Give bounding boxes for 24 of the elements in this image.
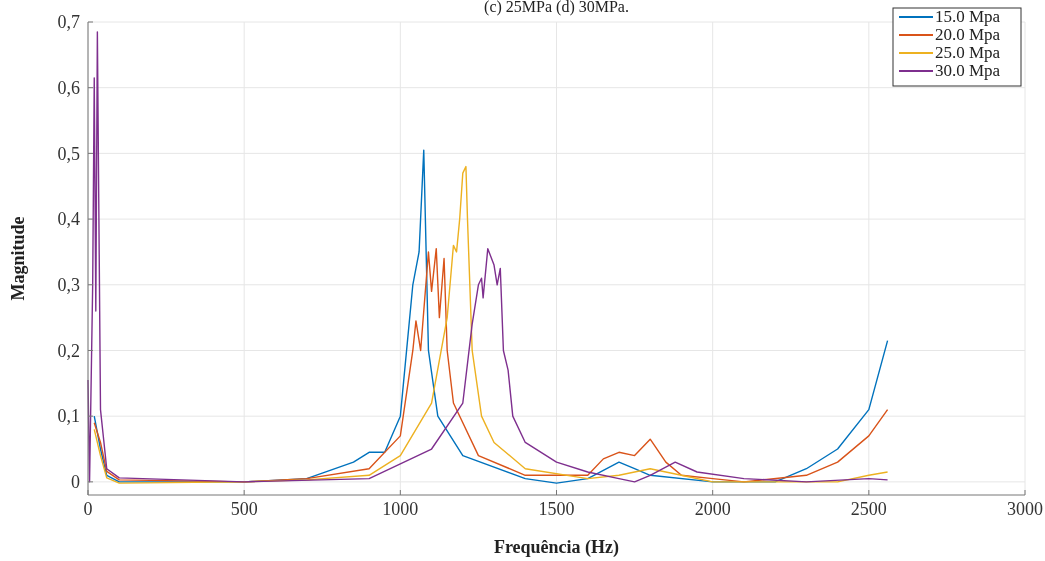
x-tick-label: 1000 <box>382 499 419 519</box>
y-tick-label: 0 <box>71 472 80 493</box>
legend-label: 30.0 Mpa <box>935 61 1001 80</box>
y-tick-label: 0,2 <box>57 340 80 361</box>
x-axis-title: Frequência (Hz) <box>493 537 620 558</box>
y-tick-label: 0,4 <box>57 209 80 230</box>
y-tick-label: 0,5 <box>57 143 80 164</box>
legend-label: 15.0 Mpa <box>935 7 1001 26</box>
y-tick-label: 0,7 <box>57 12 80 33</box>
x-tick-label: 3000 <box>1007 499 1043 519</box>
y-axis-title: Magnitude <box>8 216 28 301</box>
x-tick-label: 500 <box>230 499 258 519</box>
x-tick-label: 2000 <box>694 499 731 519</box>
y-tick-label: 0,6 <box>57 77 80 98</box>
legend-label: 20.0 Mpa <box>935 25 1001 44</box>
x-tick-label: 2500 <box>850 499 887 519</box>
line-series <box>87 31 889 483</box>
legend-label: 25.0 Mpa <box>935 43 1001 62</box>
x-tick-label: 0 <box>83 499 93 519</box>
y-tick-label: 0,1 <box>57 406 80 427</box>
x-tick-label: 1500 <box>538 499 575 519</box>
y-tick-label: 0,3 <box>57 275 80 296</box>
chart-title: (c) 25MPa (d) 30MPa. <box>484 0 629 16</box>
line-series <box>93 247 889 483</box>
